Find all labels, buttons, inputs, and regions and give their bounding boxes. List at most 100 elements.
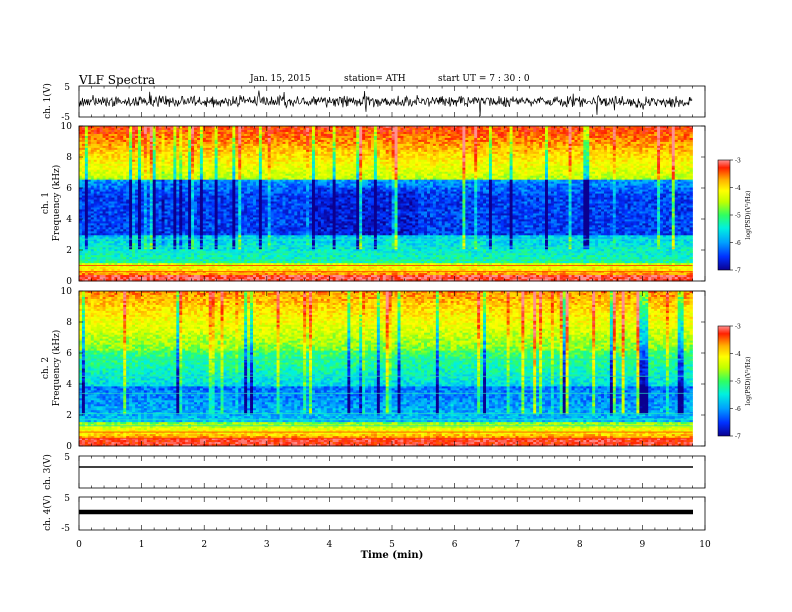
spectrogram-cell [140,241,145,244]
spectrogram-cell [129,265,133,268]
spectrogram-cell [117,269,121,272]
spectrogram-cell [114,273,118,276]
spectrogram-cell [120,235,124,238]
spectrogram-cell [137,155,142,159]
spectrogram-cell [81,253,86,256]
spectrogram-cell [143,237,148,240]
spectrogram-cell [96,243,101,246]
spectrogram-cell [87,141,92,145]
spectrogram-cell [84,205,89,208]
spectrogram-cell [120,155,124,159]
spectrogram-cell [140,205,145,208]
spectrogram-cell [79,207,83,210]
spectrogram-cell [114,245,118,248]
spectrogram-cell [123,253,127,256]
spectrogram-cell [155,135,160,139]
panel-ch1: ch. 1(V) 5 -5 [42,83,706,123]
spectrogram-cell [105,141,109,145]
spectrogram-cell [105,151,109,155]
spectrogram-cell [149,233,154,236]
spectrogram-cell [81,273,86,276]
spectrogram-cell [87,187,92,190]
spectrogram-cell [117,161,121,165]
spectrogram-cell [93,217,98,220]
spectrogram-cell [137,191,142,194]
spectrogram-cell [102,169,106,173]
spectrogram-cell [120,187,124,190]
spectrogram-cell [155,195,160,198]
spectrogram-cell [123,165,127,169]
spectrogram-cell [87,243,92,246]
spectrogram-cell [102,179,106,183]
spectrogram-cell [81,231,86,234]
spectrogram-cell [90,131,95,135]
spectrogram-cell [152,215,157,218]
spectrogram-cell [149,197,154,200]
spectrogram-cell [93,221,98,224]
spectrogram-cell [111,155,115,159]
spectrogram-cell [140,227,145,230]
spectrogram-cell [79,126,83,129]
spectrogram-cell [111,133,115,137]
spectrogram-cell [123,259,127,262]
spectrogram-cell [129,179,133,183]
spectrogram-cell [126,163,130,167]
spectrogram-cell [146,183,151,187]
spectrogram-cell [137,189,142,192]
spectrogram-cell [111,209,115,212]
spectrogram-cell [84,191,89,194]
spectrogram-cell [143,127,148,131]
spectrogram-cell [135,245,139,248]
spectrogram-cell [102,217,106,220]
spectrogram-cell [79,233,83,236]
spectrogram-cell [149,183,154,187]
spectrogram-cell [99,269,103,272]
spectrogram-cell [126,227,130,230]
spectrogram-cell [117,259,121,262]
spectrogram-cell [114,263,118,266]
spectrogram-cell [93,167,98,171]
spectrogram-cell [140,197,145,200]
spectrogram-cell [135,205,139,208]
spectrogram-cell [143,241,148,244]
spectrogram-cell [129,277,133,280]
spectrogram-cell [93,251,98,254]
spectrogram-cell [152,169,157,173]
spectrogram-cell [143,263,148,266]
spectrogram-cell [140,253,145,256]
spectrogram-cell [87,249,92,252]
spectrogram-cell [117,267,121,270]
spectrogram-cell [132,213,136,216]
spectrogram-cell [135,275,139,278]
spectrogram-cell [79,153,83,157]
spectrogram-cell [143,243,148,246]
spectrogram-cell [149,269,154,272]
spectrogram-cell [146,211,151,214]
spectrogram-cell [120,205,124,208]
spectrogram-cell [87,279,92,282]
spectrogram-cell [114,153,118,157]
spectrogram-cell [96,225,101,228]
spectrogram-cell [126,155,130,159]
spectrogram-cell [84,221,89,224]
spectrogram-cell [96,279,101,282]
spectrogram-cell [143,161,148,165]
spectrogram-cell [114,163,118,167]
spectrogram-cell [146,217,151,220]
spectrogram-cell [143,269,148,272]
spectrogram-cell [123,181,127,185]
spectrogram-cell [96,133,101,137]
spectrogram-cell [111,161,115,165]
spectrogram-cell [96,187,101,190]
spectrogram-cell [137,255,142,258]
spectrogram-cell [140,219,145,222]
spectrogram-cell [81,269,86,272]
spectrogram-cell [129,197,133,200]
spectrogram-cell [143,149,148,153]
spectrogram-cell [102,229,106,232]
spectrogram-cell [99,253,103,256]
spectrogram-cell [132,221,136,224]
spectrogram-cell [149,213,154,216]
spectrogram-cell [126,261,130,264]
spectrogram-cell [93,129,98,133]
